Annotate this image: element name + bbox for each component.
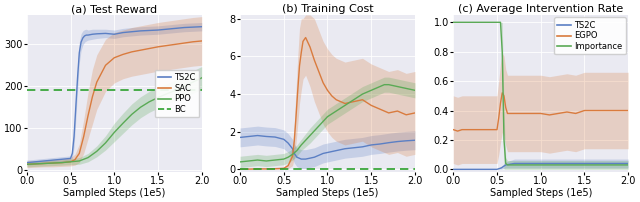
X-axis label: Sampled Steps (1e5): Sampled Steps (1e5) [63,188,166,198]
X-axis label: Sampled Steps (1e5): Sampled Steps (1e5) [490,188,592,198]
Title: (c) Average Intervention Rate: (c) Average Intervention Rate [458,4,623,14]
Title: (b) Training Cost: (b) Training Cost [282,4,373,14]
Legend: TS2C, SAC, PPO, BC: TS2C, SAC, PPO, BC [154,70,199,117]
X-axis label: Sampled Steps (1e5): Sampled Steps (1e5) [276,188,379,198]
Title: (a) Test Reward: (a) Test Reward [71,4,157,14]
Legend: TS2C, EGPO, Importance: TS2C, EGPO, Importance [554,17,626,55]
